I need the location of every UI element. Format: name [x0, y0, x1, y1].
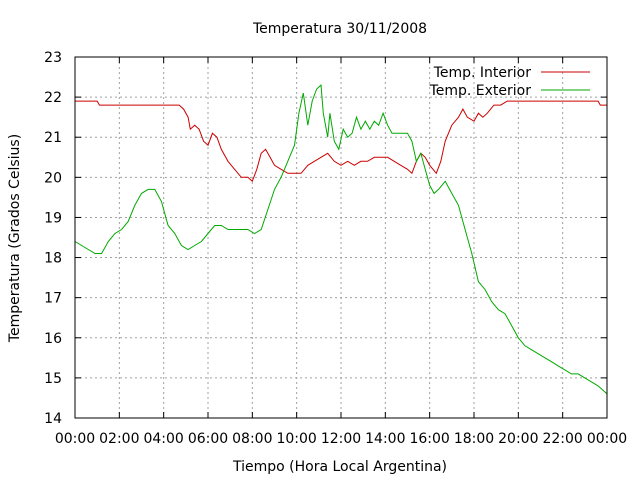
- x-tick-label: 18:00: [454, 431, 494, 447]
- x-tick-label: 02:00: [99, 431, 139, 447]
- legend-label-temp-interior: Temp. Interior: [433, 65, 532, 81]
- y-axis-tick-labels: 14 15 16 17 18 19 20 21 22 23: [44, 50, 62, 427]
- x-axis-label: Tiempo (Hora Local Argentina): [232, 459, 447, 475]
- x-tick-label: 16:00: [409, 431, 449, 447]
- legend-label-temp-exterior: Temp. Exterior: [429, 83, 532, 99]
- y-tick-label: 19: [44, 210, 62, 226]
- axis-ticks: [74, 56, 608, 419]
- x-tick-label: 08:00: [232, 431, 272, 447]
- series-lines: [74, 84, 608, 395]
- y-tick-label: 23: [44, 50, 62, 66]
- chart-title: Temperatura 30/11/2008: [252, 21, 427, 37]
- y-tick-label: 16: [44, 331, 62, 347]
- x-tick-label: 12:00: [321, 431, 361, 447]
- grid-lines: [75, 57, 607, 418]
- y-tick-label: 17: [44, 291, 62, 307]
- y-axis-label: Temperatura (Grados Celsius): [7, 134, 23, 343]
- y-tick-label: 15: [44, 371, 62, 387]
- y-tick-label: 22: [44, 90, 62, 106]
- x-tick-label: 22:00: [542, 431, 582, 447]
- y-tick-label: 20: [44, 170, 62, 186]
- x-tick-label: 00:00: [587, 431, 627, 447]
- x-tick-label: 06:00: [188, 431, 228, 447]
- x-axis-tick-labels: 00:00 02:00 04:00 06:00 08:00 10:00 12:00 14:00…: [55, 431, 627, 447]
- series-line-temp-exterior: [74, 84, 608, 395]
- x-tick-label: 04:00: [143, 431, 183, 447]
- legend: Temp. Interior Temp. Exterior: [429, 65, 590, 99]
- y-tick-label: 14: [44, 411, 62, 427]
- x-tick-label: 00:00: [55, 431, 95, 447]
- x-tick-label: 14:00: [365, 431, 405, 447]
- x-tick-label: 20:00: [498, 431, 538, 447]
- y-tick-label: 18: [44, 251, 62, 267]
- series-line-temp-interior: [75, 100, 607, 183]
- y-tick-label: 21: [44, 130, 62, 146]
- x-tick-label: 10:00: [276, 431, 316, 447]
